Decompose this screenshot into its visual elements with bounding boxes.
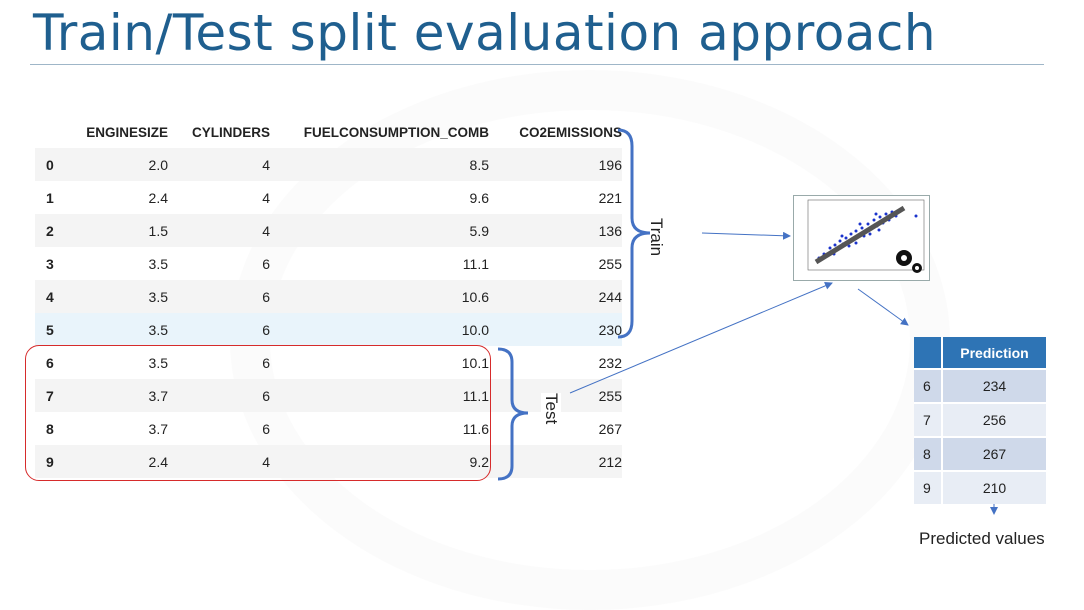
test-bracket [497,347,529,481]
test-to-model-arrow [569,282,833,394]
dataset-header-row: ENGINESIZE CYLINDERS FUELCONSUMPTION_COM… [35,116,622,148]
row-index: 8 [46,420,54,437]
column-header-enginesize: ENGINESIZE [86,124,168,140]
cell-co2emissions: 267 [598,420,622,437]
cell-fuelconsumption: 5.9 [270,214,489,247]
model-plot-thumbnail [793,195,930,281]
row-index: 9 [35,445,71,478]
cell-cylinders: 6 [168,379,270,412]
prediction-row: 6 234 [914,368,1046,403]
title-divider [30,64,1044,65]
cell-fuelconsumption: 8.5 [270,148,489,181]
table-row: 0 2.0 4 8.5 196 [35,148,622,181]
table-row: 3 3.5 6 11.1 255 [35,247,622,280]
cell-co2emissions: 244 [489,280,622,313]
train-to-model-arrow [701,231,791,240]
row-index: 1 [46,189,54,206]
cell-co2emissions: 136 [489,214,622,247]
table-row: 8 3.7 6 11.6 267 [35,412,622,445]
table-row: 1 2.4 4 9.6 221 [35,181,622,214]
cell-enginesize: 3.5 [148,354,168,371]
prediction-table: Prediction 6 234 7 256 8 267 9 210 [914,337,1046,504]
cell-cylinders: 6 [262,255,270,272]
prediction-value: 256 [941,402,1046,437]
column-header-co2emissions: CO2EMISSIONS [519,124,622,140]
cell-enginesize: 2.4 [148,189,168,206]
cell-fuelconsumption: 9.2 [270,445,489,478]
cell-fuelconsumption: 10.0 [270,313,489,346]
regression-plot-image [807,199,925,273]
cell-fuelconsumption: 9.6 [469,189,489,206]
prediction-header-row: Prediction [914,337,1046,369]
cell-enginesize: 2.4 [71,445,168,478]
cell-co2emissions: 196 [489,148,622,181]
cell-enginesize: 2.0 [71,148,168,181]
cell-fuelconsumption: 11.1 [462,255,489,272]
cell-co2emissions: 230 [489,313,622,346]
cell-cylinders: 4 [168,148,270,181]
test-set-outline [25,345,491,481]
table-row-highlighted: 5 3.5 6 10.0 230 [35,313,622,346]
row-index: 3 [46,255,54,272]
connector-overlay [497,128,998,515]
cell-cylinders: 6 [168,313,270,346]
slide-title: Train/Test split evaluation approach [33,4,937,62]
prediction-value: 234 [941,368,1046,403]
cell-cylinders: 4 [168,214,270,247]
model-to-prediction-arrow [857,288,909,326]
prediction-row-index: 6 [914,368,942,403]
prediction-row-index: 9 [914,470,942,504]
cell-co2emissions: 255 [598,255,622,272]
row-index: 0 [35,148,71,181]
predicted-values-caption: Predicted values [919,529,1045,548]
prediction-row: 8 267 [914,436,1046,471]
regression-line [814,205,906,265]
cell-cylinders: 4 [262,189,270,206]
cell-enginesize: 3.5 [71,280,168,313]
prediction-row: 7 256 [914,402,1046,437]
cell-enginesize: 1.5 [71,214,168,247]
prediction-value: 267 [941,436,1046,471]
prediction-row-index: 7 [914,402,942,437]
train-bracket [617,128,651,339]
gear-icon [896,250,922,273]
cell-cylinders: 6 [168,280,270,313]
row-index: 4 [35,280,71,313]
cell-fuelconsumption: 11.6 [462,420,489,437]
cell-cylinders: 6 [262,420,270,437]
cell-enginesize: 3.7 [148,420,168,437]
cell-co2emissions: 232 [598,354,622,371]
table-row: 4 3.5 6 10.6 244 [35,280,622,313]
row-index: 6 [46,354,54,371]
prediction-column-header: Prediction [941,337,1046,369]
prediction-value: 210 [941,470,1046,504]
prediction-index-header [914,337,942,369]
row-index: 7 [35,379,71,412]
train-label: Train [647,218,666,257]
row-index: 2 [35,214,71,247]
prediction-row-index: 8 [914,436,942,471]
cell-cylinders: 6 [262,354,270,371]
cell-enginesize: 3.5 [148,255,168,272]
row-index: 5 [35,313,71,346]
cell-fuelconsumption: 11.1 [270,379,489,412]
column-header-fuelconsumption: FUELCONSUMPTION_COMB [303,124,489,140]
test-label: Test [541,393,561,425]
cell-enginesize: 3.5 [71,313,168,346]
cell-enginesize: 3.7 [71,379,168,412]
prediction-row: 9 210 [914,470,1046,504]
column-header-cylinders: CYLINDERS [191,124,270,140]
table-row: 2 1.5 4 5.9 136 [35,214,622,247]
cell-cylinders: 4 [168,445,270,478]
cell-fuelconsumption: 10.6 [270,280,489,313]
cell-co2emissions: 221 [598,189,622,206]
